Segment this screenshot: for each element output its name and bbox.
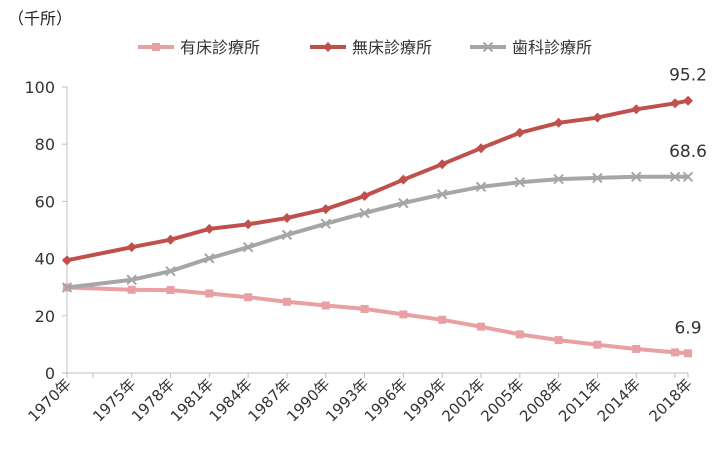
data-point-series-2	[631, 104, 642, 115]
data-point-series-2	[62, 255, 72, 266]
end-value-label: 68.6	[669, 142, 707, 162]
data-point-series-3	[553, 173, 564, 185]
data-point-series-1	[684, 349, 692, 358]
data-point-series-3	[281, 229, 293, 241]
legend-label: 無床診療所	[352, 38, 432, 57]
data-point-series-3	[631, 171, 642, 183]
data-point-series-2	[553, 117, 564, 128]
data-point-series-1	[477, 322, 485, 331]
y-tick-label: 80	[35, 135, 55, 154]
data-point-series-2	[683, 95, 693, 106]
y-unit-label: （千所）	[8, 9, 72, 28]
data-point-series-1	[244, 293, 253, 302]
data-point-series-1	[554, 336, 563, 345]
data-point-series-3	[592, 172, 603, 184]
data-point-series-2	[476, 143, 486, 154]
data-point-series-2	[281, 212, 292, 223]
data-point-series-2	[437, 159, 448, 170]
series-line-3	[65, 174, 690, 290]
data-point-series-2	[398, 174, 409, 185]
data-point-series-1	[321, 301, 330, 310]
data-point-series-2	[514, 127, 525, 138]
data-point-series-1	[671, 348, 680, 357]
x-tick-label: 2018年	[645, 375, 695, 425]
data-point-series-1	[127, 285, 136, 294]
data-point-series-2	[126, 242, 137, 253]
legend-marker	[152, 43, 160, 51]
data-point-series-2	[165, 234, 176, 245]
end-value-label: 95.2	[669, 66, 707, 86]
x-tick-label: 2014年	[594, 375, 644, 425]
data-point-series-1	[360, 304, 369, 313]
data-point-series-3	[436, 189, 448, 200]
data-point-series-1	[438, 315, 447, 324]
legend-marker	[482, 41, 494, 53]
data-point-series-2	[359, 190, 370, 201]
data-point-series-3	[359, 207, 370, 219]
end-value-label: 6.9	[674, 318, 701, 338]
data-point-series-1	[282, 297, 291, 306]
y-tick-label: 100	[24, 78, 55, 97]
legend-label: 歯科診療所	[512, 38, 592, 57]
data-point-series-2	[243, 219, 254, 230]
data-point-series-3	[398, 197, 409, 209]
data-point-series-3	[475, 181, 487, 193]
data-point-series-1	[632, 344, 641, 353]
data-point-series-1	[399, 310, 408, 319]
data-point-series-3	[61, 282, 73, 293]
data-point-series-3	[242, 241, 254, 253]
data-point-series-3	[669, 171, 681, 183]
data-point-series-2	[592, 112, 603, 123]
data-point-series-2	[670, 98, 681, 109]
data-point-series-3	[204, 253, 215, 264]
y-tick-label: 60	[35, 192, 55, 211]
legend-label: 有床診療所	[180, 38, 260, 57]
data-point-series-2	[320, 204, 331, 215]
y-tick-label: 20	[35, 307, 55, 326]
data-point-series-3	[682, 171, 694, 183]
data-point-series-3	[320, 218, 331, 229]
data-point-series-3	[165, 265, 176, 277]
data-point-series-3	[126, 274, 137, 285]
legend-marker	[323, 42, 333, 52]
y-tick-label: 40	[35, 250, 55, 269]
data-point-series-2	[204, 223, 215, 234]
data-point-series-3	[514, 177, 526, 188]
y-tick-label: 0	[45, 364, 55, 383]
data-point-series-1	[593, 340, 602, 349]
data-point-series-1	[205, 289, 214, 298]
data-point-series-1	[515, 330, 524, 339]
data-point-series-1	[166, 286, 175, 295]
